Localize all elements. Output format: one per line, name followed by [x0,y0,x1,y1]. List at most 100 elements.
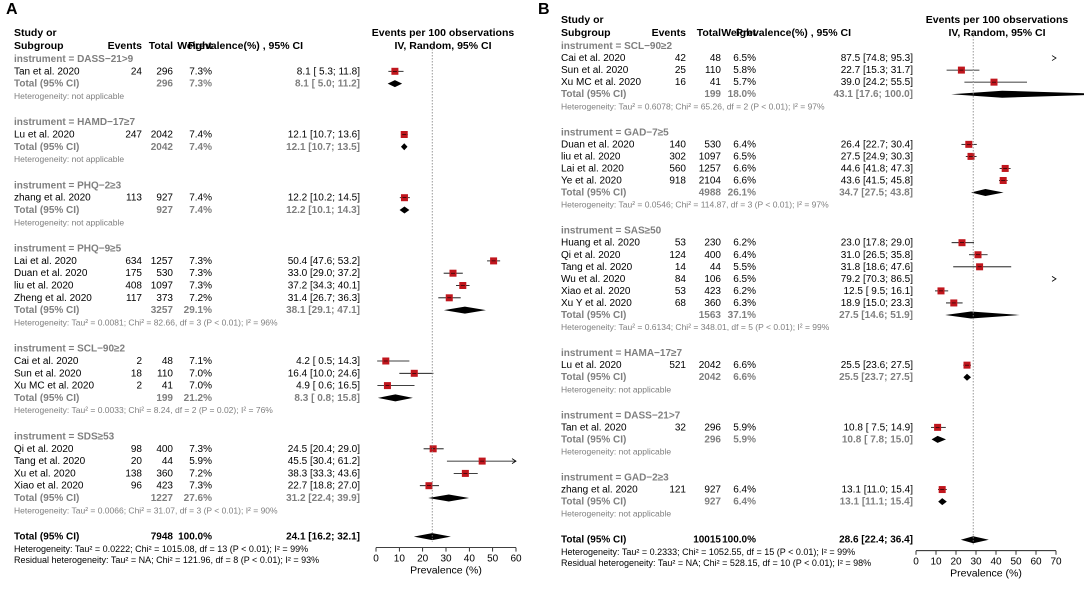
study-total: 1257 [699,163,722,174]
subgroup-heterogeneity: Heterogeneity: Tau² = 0.0081; Chi² = 82.… [14,317,278,327]
subgroup-total-ci: 10.8 [ 7.8; 15.0] [842,434,913,445]
study-weight: 6.5% [733,274,756,285]
overall-total-n: 7948 [151,532,174,543]
study-total: 41 [162,381,174,392]
study-ci: 25.5 [23.6; 27.5] [841,360,914,371]
study-weight: 6.5% [733,53,756,64]
subgroup-total-n: 1563 [699,310,722,321]
subgroup-heterogeneity: Heterogeneity: not applicable [561,446,671,456]
study-events: 18 [131,368,143,379]
study-name: Xu MC et al. 2020 [561,77,641,88]
study-ci: 79.2 [70.3; 86.5] [841,274,914,285]
x-tick-label: 10 [930,557,942,568]
study-weight: 6.4% [733,250,756,261]
study-ci: 31.8 [18.6; 47.6] [841,262,914,273]
study-ci-arrow [1051,276,1057,282]
subgroup-heterogeneity: Heterogeneity: Tau² = 0.6134; Chi² = 348… [561,322,830,332]
study-name: Lai et al. 2020 [14,256,77,267]
study-weight: 5.9% [733,422,756,433]
subgroup-title: instrument = SDS≥53 [14,432,115,443]
subgroup-total-ci: 25.5 [23.7; 27.5] [839,372,913,383]
subgroup-total-label: Total (95% CI) [14,305,79,316]
subgroup-total-ci: 27.5 [14.6; 51.9] [839,310,913,321]
subgroup-title: instrument = DASS−21>7 [561,410,681,421]
study-weight: 7.4% [189,193,212,204]
study-name: Qi et al. 2020 [561,250,621,261]
study-ci: 4.2 [ 0.5; 14.3] [296,356,360,367]
study-events: 2 [136,356,142,367]
subgroup-total-weight: 7.3% [189,79,212,90]
subgroup-total-label: Total (95% CI) [14,493,79,504]
study-ci: 27.5 [24.9; 30.3] [841,151,914,162]
study-events: 68 [675,298,687,309]
study-total: 360 [156,468,173,479]
study-weight: 7.3% [189,268,212,279]
study-weight: 6.4% [733,485,756,496]
x-tick-label: 20 [417,554,429,565]
study-name: Xu et al. 2020 [14,468,76,479]
header-plot-title: Events per 100 observations [926,14,1069,26]
study-weight: 7.2% [189,293,212,304]
study-weight: 7.3% [189,481,212,492]
study-ci: 10.8 [ 7.5; 14.9] [844,422,914,433]
subgroup-total-n: 927 [156,205,173,216]
subgroup-total-ci: 13.1 [11.1; 15.4] [840,497,913,508]
subgroup-heterogeneity: Heterogeneity: Tau² = 0.0066; Chi² = 31.… [14,505,278,515]
study-ci-arrow [1051,55,1057,61]
study-weight: 6.2% [733,238,756,249]
x-tick-label: 40 [990,557,1002,568]
study-weight: 7.3% [189,444,212,455]
x-axis-label: Prevalence (%) [410,565,482,577]
subgroup-total-n: 199 [156,393,173,404]
study-name: Qi et al. 2020 [14,444,74,455]
x-tick-label: 60 [1030,557,1042,568]
subgroup-total-diamond [951,90,1084,98]
study-ci: 33.0 [29.0; 37.2] [288,268,361,279]
x-tick-label: 40 [464,554,476,565]
study-total: 530 [156,268,173,279]
study-name: Lu et al. 2020 [14,130,75,141]
study-total: 2042 [151,130,174,141]
study-name: liu et al. 2020 [561,151,621,162]
header-events: Events [652,27,687,39]
study-total: 2104 [699,176,722,187]
header-subgroup: Subgroup [14,40,64,52]
subgroup-heterogeneity: Heterogeneity: not applicable [561,384,671,394]
study-ci: 12.5 [ 9.5; 16.1] [844,286,914,297]
study-total: 530 [704,139,721,150]
header-study: Study or [561,14,604,26]
study-name: Tan et al. 2020 [14,66,80,77]
study-total: 2042 [699,360,722,371]
overall-total-diamond [413,533,451,541]
study-ci: 16.4 [10.0; 24.6] [288,368,361,379]
study-total: 927 [156,193,173,204]
study-total: 360 [704,298,721,309]
subgroup-total-n: 927 [704,497,721,508]
study-events: 42 [675,53,687,64]
x-tick-label: 70 [1050,557,1062,568]
study-weight: 6.6% [733,176,756,187]
subgroup-total-label: Total (95% CI) [14,205,79,216]
study-weight: 5.7% [733,77,756,88]
subgroup-heterogeneity: Heterogeneity: Tau² = 0.0546; Chi² = 114… [561,200,829,210]
x-tick-label: 0 [373,554,379,565]
overall-total-weight: 100.0% [722,535,756,546]
study-events: 32 [675,422,687,433]
study-total: 230 [704,238,721,249]
study-events: 560 [669,163,686,174]
study-name: Duan et al. 2020 [14,268,88,279]
study-ci: 38.3 [33.3; 43.6] [288,468,361,479]
subgroup-total-weight: 37.1% [728,310,756,321]
subgroup-total-ci: 12.1 [10.7; 13.5] [286,142,360,153]
study-events: 175 [125,268,142,279]
subgroup-total-diamond [443,306,486,314]
subgroup-total-n: 1227 [151,493,174,504]
subgroup-total-n: 296 [156,79,173,90]
subgroup-title: instrument = DASS−21>9 [14,54,134,65]
subgroup-total-ci: 43.1 [17.6; 100.0] [834,89,914,100]
subgroup-total-weight: 21.2% [184,393,212,404]
study-events: 84 [675,274,687,285]
study-events: 96 [131,481,143,492]
study-events: 14 [675,262,687,273]
study-name: Huang et al. 2020 [561,238,640,249]
